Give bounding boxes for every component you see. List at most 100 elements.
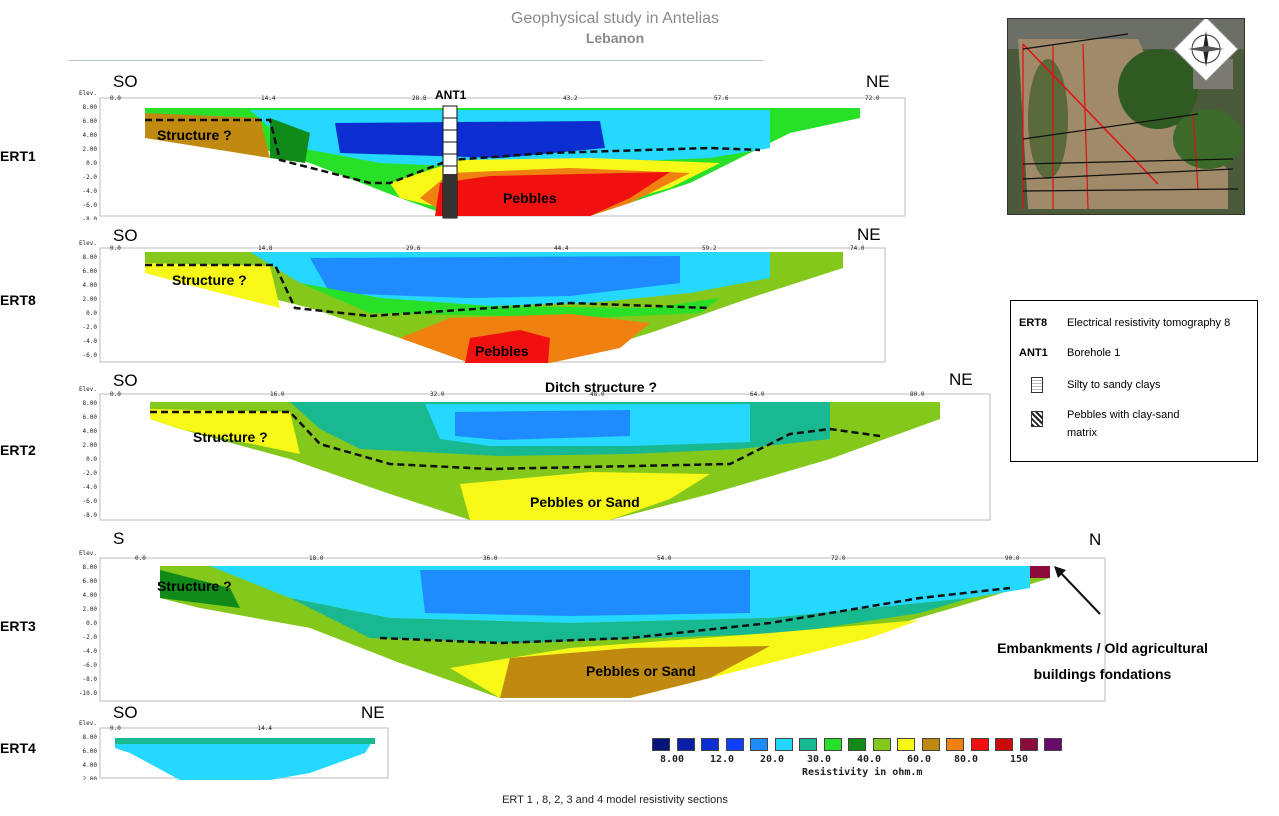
y-tick-label: -6.0 (83, 202, 98, 209)
y-tick-label: 6.00 (83, 118, 98, 125)
x-tick-label: 54.0 (657, 555, 672, 562)
x-tick-label: 14.8 (258, 245, 273, 252)
y-tick-label: -6.0 (83, 498, 98, 505)
legend-value-ant1: Borehole 1 (1067, 347, 1121, 359)
embankments-label-line1: Embankments / Old agricultural (997, 640, 1208, 656)
y-tick-label: 8.00 (83, 104, 98, 111)
color-swatch (725, 738, 744, 751)
color-swatch (701, 738, 719, 751)
ert8-axes: 0.0 14.8 29.6 44.4 59.2 74.0 Elev. 8.00 6.00 4.00… (79, 240, 886, 363)
y-tick-label: 2.00 (83, 606, 98, 613)
ert2-right-direction: NE (949, 370, 973, 389)
color-scale-title: Resistivity in ohm.m (802, 767, 923, 778)
color-swatch (970, 738, 989, 751)
ert2-left-direction: SO (113, 371, 138, 390)
ert3-axes: 0.0 18.0 36.0 54.0 72.0 90.0 Elev. 8.00 6.00 4.00… (79, 550, 1106, 702)
y-tick-label: 2.00 (83, 776, 98, 780)
y-tick-label: Elev. (79, 550, 97, 557)
ert2-yellow-bottom (460, 472, 710, 520)
y-tick-label: 6.00 (83, 268, 98, 275)
site-map-drawing (1008, 19, 1244, 214)
section-frame (99, 557, 1106, 702)
x-tick-label: 72.0 (865, 95, 880, 102)
ert8-mid-blue-zone (310, 256, 680, 298)
y-tick-label: -6.0 (83, 662, 98, 669)
x-tick-label: 0.0 (110, 245, 121, 252)
x-tick-label: 44.4 (554, 245, 569, 252)
section-label-ert2: ERT2 (0, 442, 36, 458)
pebbles-swatch (1031, 411, 1043, 427)
ert4-body (115, 738, 375, 780)
ert3-section: 0.0 18.0 36.0 54.0 72.0 90.0 Elev. 8.00 6.00 4.00… (79, 550, 1106, 702)
legend-value-matrix: matrix (1067, 427, 1097, 439)
y-tick-label: 2.00 (83, 442, 98, 449)
ert8-pebbles-label: Pebbles (475, 343, 529, 359)
ert1-left-direction: SO (113, 72, 138, 91)
y-tick-label: -2.0 (83, 174, 98, 181)
ert3-dark-red-zone (1030, 566, 1050, 578)
x-tick-label: 14.4 (261, 95, 276, 102)
legend-key-ant1: ANT1 (1019, 347, 1048, 359)
x-tick-label: 59.2 (702, 245, 717, 252)
y-tick-label: -4.0 (83, 338, 98, 345)
legend-value-silty: Silty to sandy clays (1067, 379, 1161, 391)
y-tick-label: 8.00 (83, 564, 98, 571)
y-tick-label: -4.0 (83, 484, 98, 491)
y-tick-label: -8.0 (83, 512, 98, 519)
y-tick-label: -8.0 (83, 216, 98, 220)
ert1-pebbles-label: Pebbles (503, 190, 557, 206)
scale-tick: 12.0 (710, 754, 735, 765)
y-tick-label: -2.0 (83, 470, 98, 477)
color-swatch (1019, 738, 1038, 751)
x-tick-label: 64.0 (750, 391, 765, 398)
legend-key-ert8: ERT8 (1019, 317, 1048, 329)
section-label-ert8: ERT8 (0, 292, 36, 308)
compass-icon (1173, 19, 1239, 82)
x-tick-label: 18.0 (309, 555, 324, 562)
y-tick-label: -4.0 (83, 648, 98, 655)
x-tick-label: 14.4 (258, 725, 273, 732)
header-divider (68, 60, 764, 61)
legend-value-ert8: Electrical resistivity tomography 8 (1067, 317, 1231, 329)
color-swatch (995, 738, 1013, 751)
x-tick-label: 0.0 (110, 95, 121, 102)
ert3-boundary (379, 586, 1011, 645)
color-swatch (799, 738, 817, 751)
y-tick-label: -8.0 (83, 676, 98, 683)
color-swatch (872, 738, 891, 751)
legend-box: ERT8 Electrical resistivity tomography 8… (1010, 300, 1258, 462)
ert3-structure-label: Structure ? (157, 578, 232, 594)
ert1-right-direction: NE (866, 72, 890, 91)
ert2-blue-zone (455, 410, 630, 440)
ert2-section: 0.0 16.0 32.0 48.0 64.0 80.0 Elev. 8.00 6.00 4.00… (79, 386, 991, 521)
y-tick-label: Elev. (79, 240, 97, 247)
x-tick-label: 48.0 (590, 391, 605, 398)
ert2-boundary (150, 410, 881, 471)
y-tick-label: 2.00 (83, 296, 98, 303)
y-tick-label: -2.0 (83, 634, 98, 641)
x-tick-label: 0.0 (110, 725, 121, 732)
ert1-red-zone (435, 172, 670, 216)
x-tick-label: 74.0 (850, 245, 865, 252)
page-subtitle: Lebanon (585, 30, 645, 46)
ert3-pebbles-sand-label: Pebbles or Sand (586, 663, 696, 679)
x-tick-label: 43.2 (563, 95, 578, 102)
ert1-green-dark-zone (270, 118, 310, 163)
ert3-teal-zone (290, 598, 970, 643)
y-tick-label: 0.0 (86, 310, 97, 317)
ert2-pebbles-sand-label: Pebbles or Sand (530, 494, 640, 510)
x-tick-label: 32.0 (430, 391, 445, 398)
ert4-section: 0.014.428.8Elev.8.006.004.002.00 (79, 720, 389, 780)
ert1-structure-label: Structure ? (157, 127, 232, 143)
ert3-dark-green-zone (160, 570, 240, 608)
ert3-blue-zone (420, 570, 750, 616)
x-tick-label: 36.0 (483, 555, 498, 562)
x-tick-label: 0.0 (110, 391, 121, 398)
scale-tick: 8.00 (660, 754, 685, 765)
scale-tick: 80.0 (954, 754, 979, 765)
ert2-yellow-left (150, 409, 300, 454)
y-tick-label: 6.00 (83, 414, 98, 421)
ert8-yellow-zone (145, 263, 280, 308)
ert4-left-direction: SO (113, 703, 138, 722)
y-tick-label: 0.0 (86, 160, 97, 167)
